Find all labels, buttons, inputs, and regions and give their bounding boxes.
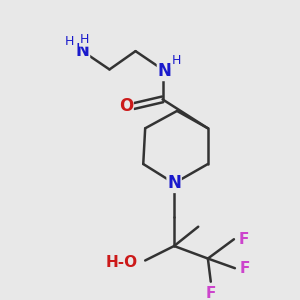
Text: F: F	[238, 232, 249, 247]
Text: H: H	[64, 35, 74, 48]
Text: H: H	[171, 54, 181, 67]
Text: O: O	[119, 97, 133, 115]
Text: F: F	[206, 286, 216, 300]
Text: N: N	[158, 62, 171, 80]
Text: F: F	[239, 261, 250, 276]
Text: N: N	[167, 174, 181, 192]
Text: H-O: H-O	[105, 255, 137, 270]
Text: N: N	[76, 42, 89, 60]
Text: H: H	[80, 33, 89, 46]
